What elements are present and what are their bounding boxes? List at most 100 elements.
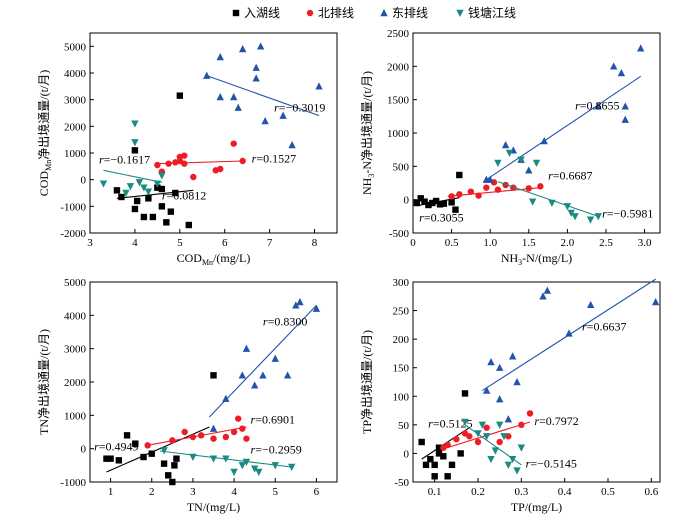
plot-frame xyxy=(89,32,338,234)
data-point xyxy=(478,421,487,429)
y-tick-label: 1000 xyxy=(387,128,410,140)
x-tick-label: 6 xyxy=(222,237,228,249)
x-tick-label: 4 xyxy=(132,237,138,249)
legend-item: 入湖线 xyxy=(232,5,280,20)
fit-line xyxy=(206,75,320,117)
data-point xyxy=(149,213,157,221)
x-tick-label: 7 xyxy=(267,237,273,249)
r-annotation: r=0.1527 xyxy=(252,151,296,165)
r-annotation: r=0.8300 xyxy=(263,314,307,328)
data-point xyxy=(234,103,242,111)
x-axis-label-sub: Mn xyxy=(202,258,213,267)
data-point xyxy=(637,44,645,52)
data-point xyxy=(539,292,547,300)
data-point xyxy=(255,468,263,476)
y-axis-label: NH3-N净出境通量/(t/月) xyxy=(359,71,376,195)
data-point xyxy=(209,455,218,463)
y-tick-label: 5000 xyxy=(64,41,87,53)
fit-line xyxy=(464,424,522,466)
r-annotation: r=0.6901 xyxy=(251,413,295,427)
y-tick-label: 1000 xyxy=(64,148,87,160)
y-axis-label-tail: -N净出境通量/(t/月) xyxy=(359,71,374,174)
x-tick-label: 0.3 xyxy=(514,486,528,498)
data-point xyxy=(210,435,217,442)
data-point xyxy=(250,465,259,473)
data-point xyxy=(158,185,166,193)
r-annotation-r: r xyxy=(602,207,607,221)
legend-item: 钱塘江线 xyxy=(456,5,516,20)
r-annotation-r: r xyxy=(274,101,279,115)
data-point xyxy=(495,395,504,403)
series-1: r=0.0812 xyxy=(113,92,206,229)
x-tick-label: 1.0 xyxy=(483,237,497,249)
legend-marker-triangle-down xyxy=(456,9,464,17)
x-axis-label: TP/(mg/L) xyxy=(511,500,562,514)
data-point xyxy=(181,160,188,167)
data-point xyxy=(222,433,230,441)
data-point xyxy=(181,428,188,436)
r-annotation-r: r xyxy=(534,414,539,428)
data-point xyxy=(513,378,521,386)
data-point xyxy=(271,462,279,470)
r-annotation-r: r xyxy=(575,99,580,113)
data-point xyxy=(131,147,139,154)
x-tick-label: 3 xyxy=(190,486,196,498)
data-point xyxy=(283,371,292,379)
data-point xyxy=(586,216,595,224)
y-tick-label: 3000 xyxy=(64,95,87,107)
data-point xyxy=(505,149,514,157)
x-axis-label-tail: /(mg/L) xyxy=(213,251,250,265)
data-point xyxy=(107,455,114,462)
x-axis-label-main: TN/(mg/L) xyxy=(187,500,240,514)
data-point xyxy=(495,421,504,429)
data-point xyxy=(118,193,125,201)
x-tick-label: 2 xyxy=(149,486,155,498)
data-point xyxy=(456,171,463,179)
legend-marker-circle xyxy=(306,9,314,17)
data-point xyxy=(501,141,510,149)
data-point xyxy=(413,199,421,207)
x-axis-label: CODMn/(mg/L) xyxy=(177,251,251,267)
series-1: r=0.3055 xyxy=(413,171,464,225)
data-point xyxy=(417,195,424,202)
plot-frame xyxy=(412,281,661,483)
data-point xyxy=(243,435,250,442)
fit-line xyxy=(103,169,162,183)
r-annotation: r=0.4949 xyxy=(94,439,138,453)
fit-line xyxy=(157,160,243,165)
data-point xyxy=(474,438,482,446)
data-point xyxy=(210,372,217,379)
y-axis-label: TP净出境通量/(t/月) xyxy=(359,330,374,434)
data-point xyxy=(448,199,455,206)
legend-label: 东排线 xyxy=(392,6,428,20)
data-point xyxy=(453,435,460,443)
data-point xyxy=(165,472,172,479)
y-axis-label-tail: 净出境通量/(t/月) xyxy=(36,70,51,160)
legend-label: 北排线 xyxy=(318,6,354,20)
series-2: r=0.6901 xyxy=(144,413,295,449)
r-annotation: r=−0.5145 xyxy=(526,457,577,471)
chart-panel-1: 3 4 5 6 7 8 -2000 -1000 0 1000 2000 3000 4000 5000 COD… xyxy=(36,32,338,267)
data-point xyxy=(532,159,541,167)
fit-line xyxy=(208,304,317,418)
data-point xyxy=(456,191,463,198)
data-point xyxy=(181,152,188,159)
data-point xyxy=(242,458,251,466)
data-point xyxy=(621,102,629,110)
x-tick-label: 4 xyxy=(231,486,237,498)
data-point xyxy=(418,438,425,446)
legend-label: 钱塘江线 xyxy=(468,5,516,20)
data-point xyxy=(482,386,491,394)
data-point xyxy=(230,428,238,436)
data-point xyxy=(487,358,495,366)
r-annotation-r: r xyxy=(428,417,433,431)
data-point xyxy=(508,352,517,360)
x-tick-label: 0.4 xyxy=(558,486,572,498)
r-annotation-r: r xyxy=(263,314,268,328)
data-point xyxy=(617,69,626,77)
r-annotation-value: =−0.2959 xyxy=(255,443,302,457)
r-annotation-r: r xyxy=(99,153,104,167)
r-annotation-r: r xyxy=(251,413,256,427)
y-tick-label: 250 xyxy=(393,306,410,318)
data-point xyxy=(312,304,321,312)
